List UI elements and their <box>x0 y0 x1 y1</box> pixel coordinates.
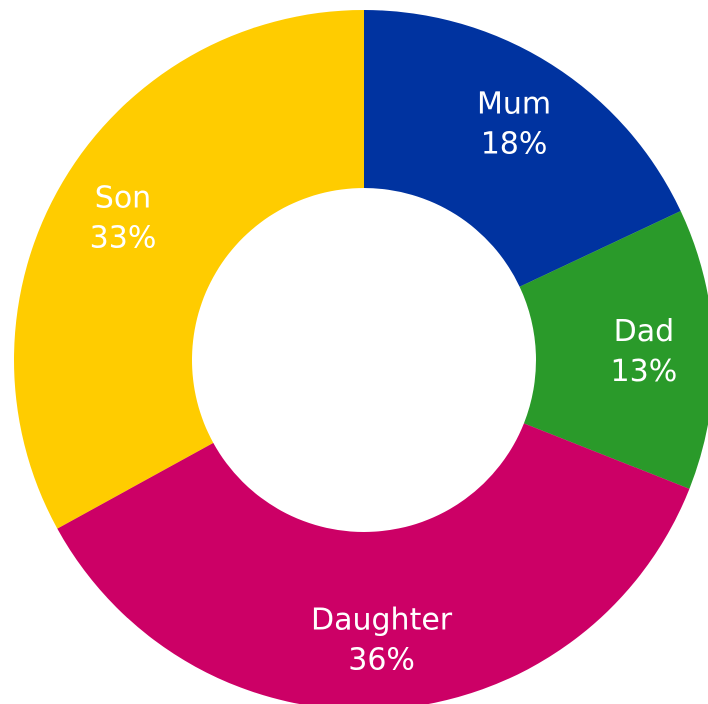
slice-label-daughter: Daughter <box>311 602 453 637</box>
slice-percent-daughter: 36% <box>348 642 415 677</box>
slice-label-dad: Dad <box>614 314 675 349</box>
slice-son <box>14 10 364 529</box>
slice-labels: Mum 18% Dad 13% Daughter 36% Son 33% <box>90 87 678 678</box>
slice-percent-mum: 18% <box>481 127 548 162</box>
slice-percent-son: 33% <box>90 220 157 255</box>
slice-daughter <box>57 423 690 704</box>
slice-label-son: Son <box>95 180 151 215</box>
slice-mum <box>364 10 681 287</box>
slice-percent-dad: 13% <box>611 354 678 389</box>
slice-label-mum: Mum <box>477 87 551 122</box>
donut-slices <box>14 10 708 704</box>
slice-dad <box>519 210 708 489</box>
